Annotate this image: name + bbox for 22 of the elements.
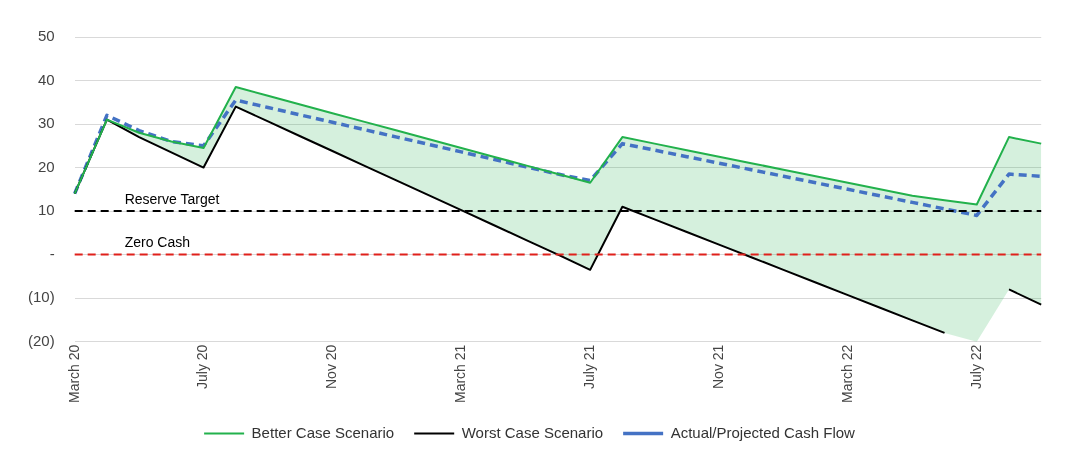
- y-tick-label: (10): [27, 288, 55, 306]
- x-tick-label: July 21: [581, 344, 598, 389]
- y-tick-label: 30: [37, 114, 55, 132]
- x-tick-label: July 20: [194, 344, 211, 389]
- x-tick-label: Nov 20: [323, 344, 340, 389]
- x-tick-label: March 21: [452, 344, 469, 403]
- y-tick-label: 50: [37, 27, 55, 45]
- y-tick-label: (20): [27, 331, 55, 349]
- legend-label: Actual/Projected Cash Flow: [670, 423, 856, 441]
- x-tick-label: July 22: [967, 344, 984, 389]
- legend-label: Better Case Scenario: [251, 423, 395, 441]
- line-series: [72, 98, 1043, 218]
- y-tick-label: -: [49, 244, 55, 262]
- x-tick-label: Nov 21: [709, 344, 726, 389]
- y-tick-label: 20: [37, 157, 55, 175]
- ref-line-label: Zero Cash: [124, 234, 191, 251]
- y-tick-label: 40: [37, 70, 55, 88]
- y-tick-label: 10: [37, 201, 55, 219]
- legend-label: Worst Case Scenario: [461, 423, 604, 441]
- x-tick-label: March 22: [838, 344, 855, 403]
- ref-line-label: Reserve Target: [124, 190, 220, 207]
- x-tick-label: March 20: [65, 344, 82, 403]
